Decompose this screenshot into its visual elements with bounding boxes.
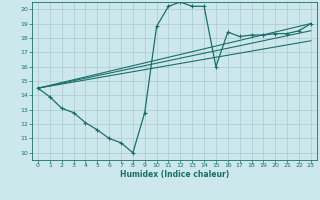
X-axis label: Humidex (Indice chaleur): Humidex (Indice chaleur) <box>120 170 229 179</box>
